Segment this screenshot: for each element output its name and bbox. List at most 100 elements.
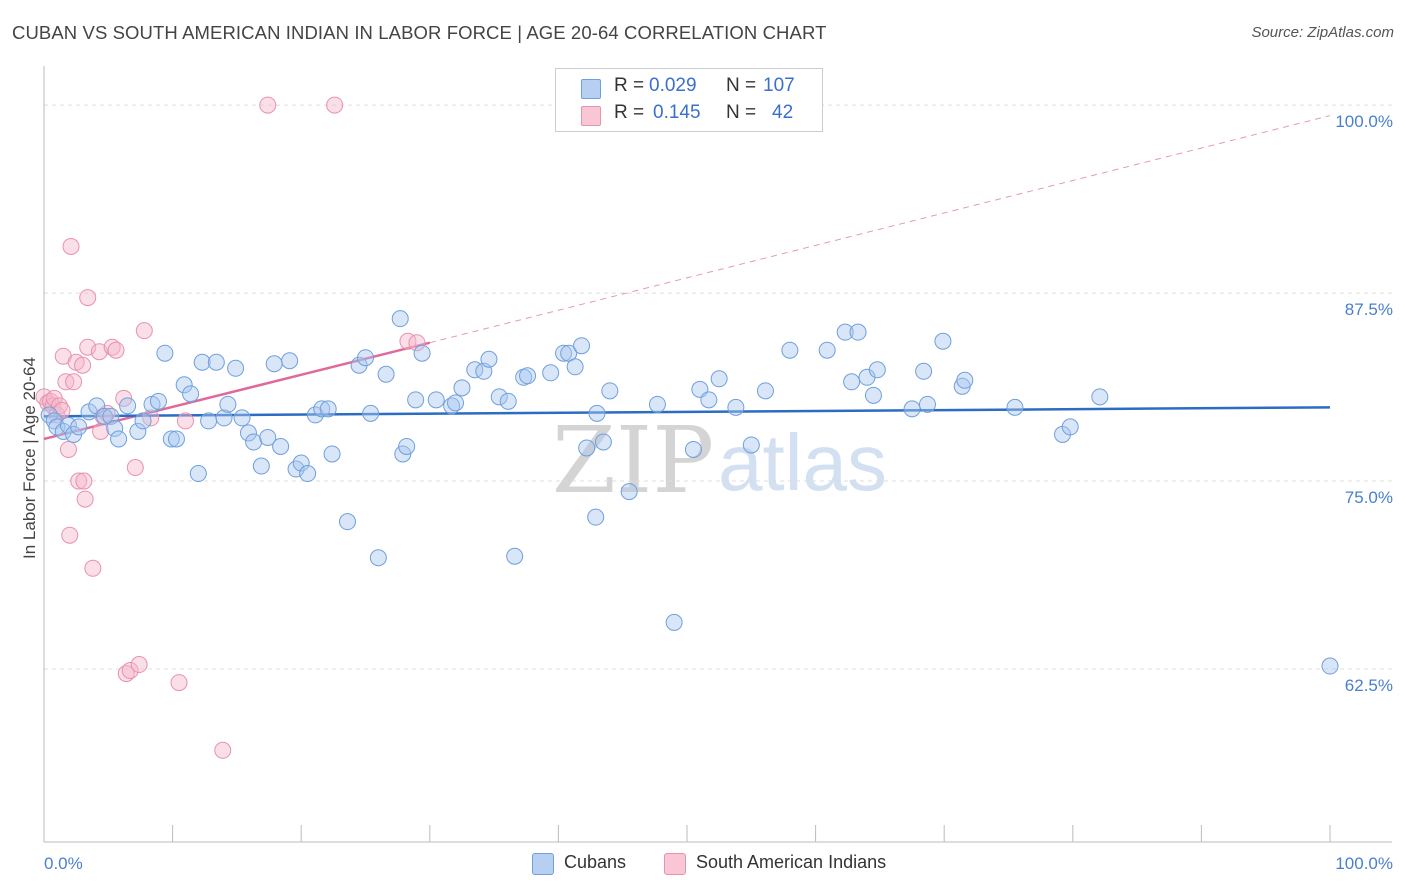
point-south-american-indian xyxy=(176,412,194,430)
watermark-atlas: atlas xyxy=(718,418,887,507)
legend-n-value-south-american-indians: 42 xyxy=(772,102,794,123)
point-cuban xyxy=(427,391,445,409)
point-south-american-indian xyxy=(75,472,93,490)
point-cuban xyxy=(215,409,233,427)
point-cuban xyxy=(453,379,471,397)
point-cuban xyxy=(903,400,921,418)
axes xyxy=(43,66,1392,843)
y-tick-labels: 62.5% 75.0% 87.5% 100.0% xyxy=(1335,112,1393,695)
bottom-legend-swatch-cubans xyxy=(532,853,554,875)
point-cuban xyxy=(323,445,341,463)
legend-swatch-cubans xyxy=(581,79,601,99)
point-cuban xyxy=(601,382,619,400)
point-cuban xyxy=(868,361,886,379)
point-cuban xyxy=(700,391,718,409)
point-cuban xyxy=(189,465,207,483)
point-cuban xyxy=(391,310,409,328)
point-cuban xyxy=(684,440,702,458)
point-cuban xyxy=(620,483,638,501)
point-cuban xyxy=(413,344,431,362)
point-south-american-indian xyxy=(214,741,232,759)
point-cuban xyxy=(588,404,606,422)
point-cuban xyxy=(233,409,251,427)
point-cuban xyxy=(182,385,200,403)
chart-title: CUBAN VS SOUTH AMERICAN INDIAN IN LABOR … xyxy=(12,22,827,43)
point-south-american-indian xyxy=(126,459,144,477)
point-cuban xyxy=(836,323,854,341)
point-cuban xyxy=(587,508,605,526)
point-south-american-indian xyxy=(130,656,148,674)
point-cuban xyxy=(499,392,517,410)
point-south-american-indian xyxy=(107,341,125,359)
trendline-cubans xyxy=(43,406,1331,418)
watermark-zip: ZIP xyxy=(552,407,714,514)
point-cuban xyxy=(377,365,395,383)
bottom-legend-swatch-south-american-indians xyxy=(664,853,686,875)
point-cuban xyxy=(1091,388,1109,406)
point-cuban xyxy=(555,344,573,362)
point-south-american-indian xyxy=(74,356,92,374)
point-cuban xyxy=(299,465,317,483)
y-tick-label: 87.5% xyxy=(1345,300,1393,319)
point-cuban xyxy=(369,549,387,567)
point-cuban xyxy=(219,395,237,413)
point-cuban xyxy=(119,397,137,415)
point-cuban xyxy=(665,613,683,631)
point-cuban xyxy=(727,398,745,416)
point-cuban xyxy=(106,419,124,437)
y-tick-label: 100.0% xyxy=(1335,112,1393,131)
point-cuban xyxy=(578,439,596,457)
point-cuban xyxy=(742,436,760,454)
watermark: ZIP atlas xyxy=(552,407,887,514)
x-tick-label-max: 100.0% xyxy=(1335,854,1393,873)
point-south-american-indian xyxy=(90,343,108,361)
point-south-american-indian xyxy=(61,526,79,544)
correlation-legend: R = 0.029 N = 107 R = 0.145 N = 42 xyxy=(555,68,823,132)
point-south-american-indian xyxy=(121,662,139,680)
cuban-points xyxy=(40,310,1339,675)
point-cuban xyxy=(134,412,152,430)
point-south-american-indian xyxy=(59,440,77,458)
point-cuban xyxy=(864,386,882,404)
legend-r-value-south-american-indians: 0.145 xyxy=(653,102,701,123)
point-cuban xyxy=(594,433,612,451)
point-cuban xyxy=(566,358,584,376)
point-cuban xyxy=(193,353,211,371)
point-cuban xyxy=(362,404,380,422)
y-tick-label: 75.0% xyxy=(1345,488,1393,507)
point-cuban xyxy=(259,428,277,446)
point-cuban xyxy=(149,392,167,410)
point-cuban xyxy=(398,437,416,455)
point-cuban xyxy=(542,364,560,382)
point-cuban xyxy=(129,422,147,440)
point-cuban xyxy=(710,370,728,388)
point-cuban xyxy=(110,430,128,448)
point-cuban xyxy=(519,367,537,385)
bottom-legend-label-cubans: Cubans xyxy=(564,852,627,872)
source-credit: Source: ZipAtlas.com xyxy=(1251,24,1394,41)
point-cuban xyxy=(175,376,193,394)
legend-n-value-cubans: 107 xyxy=(763,75,795,96)
legend-r-value-cubans: 0.029 xyxy=(649,75,697,96)
point-cuban xyxy=(480,350,498,368)
x-tick-label-min: 0.0% xyxy=(44,854,83,873)
point-cuban xyxy=(506,547,524,565)
point-south-american-indian xyxy=(408,334,426,352)
point-cuban xyxy=(200,412,218,430)
point-cuban xyxy=(648,395,666,413)
point-south-american-indian xyxy=(135,322,153,340)
point-cuban xyxy=(162,430,180,448)
point-cuban xyxy=(70,418,88,436)
trend-lines xyxy=(43,115,1331,441)
point-cuban xyxy=(281,352,299,370)
point-cuban xyxy=(573,337,591,355)
legend-r-label: R = xyxy=(614,102,645,123)
point-south-american-indian xyxy=(79,289,97,307)
point-cuban xyxy=(1006,398,1024,416)
point-cuban xyxy=(292,454,310,472)
point-cuban xyxy=(781,341,799,359)
point-cuban xyxy=(95,407,113,425)
point-cuban xyxy=(918,395,936,413)
point-cuban xyxy=(1321,657,1339,675)
trendline-south-american-indians-extension xyxy=(429,115,1331,344)
